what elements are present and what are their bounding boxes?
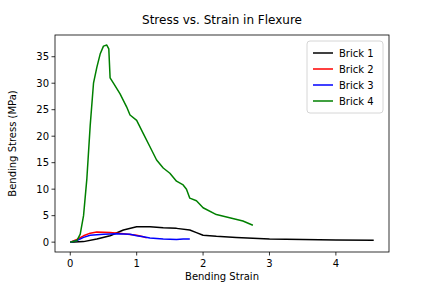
legend-label: Brick 3 (339, 80, 374, 91)
legend-swatch (313, 84, 333, 86)
x-tick (70, 252, 71, 256)
y-tick-label: 20 (36, 131, 49, 142)
y-tick-label: 25 (36, 104, 49, 115)
legend-swatch (313, 52, 333, 54)
y-tick-label: 35 (36, 51, 49, 62)
x-tick (335, 252, 336, 256)
y-tick (52, 83, 56, 84)
y-tick (52, 189, 56, 190)
series-line (70, 234, 190, 242)
x-tick-label: 2 (200, 258, 206, 269)
legend-swatch (313, 68, 333, 70)
y-tick-label: 10 (36, 184, 49, 195)
y-tick (52, 242, 56, 243)
y-axis-label: Bending Stress (MPa) (7, 90, 18, 196)
legend: Brick 1 Brick 2 Brick 3 Brick 4 (307, 41, 383, 113)
x-tick-label: 4 (333, 258, 339, 269)
x-tick-label: 1 (133, 258, 139, 269)
x-tick-label: 3 (266, 258, 272, 269)
y-tick-label: 0 (43, 237, 49, 248)
title: Stress vs. Strain in Flexure (142, 13, 302, 27)
y-tick-label: 5 (43, 210, 49, 221)
chart: Stress vs. Strain in Flexure 0 1 2 3 4 0 5 10 15 2… (0, 0, 432, 288)
legend-label: Brick 2 (339, 64, 374, 75)
y-tick-label: 15 (36, 157, 49, 168)
x-tick (203, 252, 204, 256)
series-line (70, 227, 373, 242)
legend-label: Brick 1 (339, 48, 374, 59)
x-tick (136, 252, 137, 256)
plot-frame (55, 35, 389, 252)
y-tick (52, 162, 56, 163)
series-line (70, 45, 253, 242)
x-axis-label: Bending Strain (185, 271, 259, 282)
y-tick (52, 136, 56, 137)
y-tick (52, 215, 56, 216)
legend-swatch (313, 100, 333, 102)
y-tick (52, 56, 56, 57)
legend-label: Brick 4 (339, 96, 374, 107)
y-tick-label: 30 (36, 78, 49, 89)
x-tick (269, 252, 270, 256)
y-tick (52, 109, 56, 110)
legend-box (307, 41, 383, 113)
x-tick-label: 0 (67, 258, 73, 269)
